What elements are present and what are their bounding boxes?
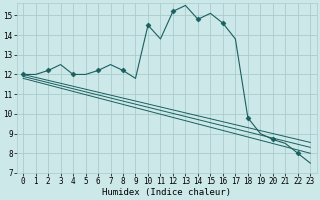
X-axis label: Humidex (Indice chaleur): Humidex (Indice chaleur) <box>102 188 231 197</box>
